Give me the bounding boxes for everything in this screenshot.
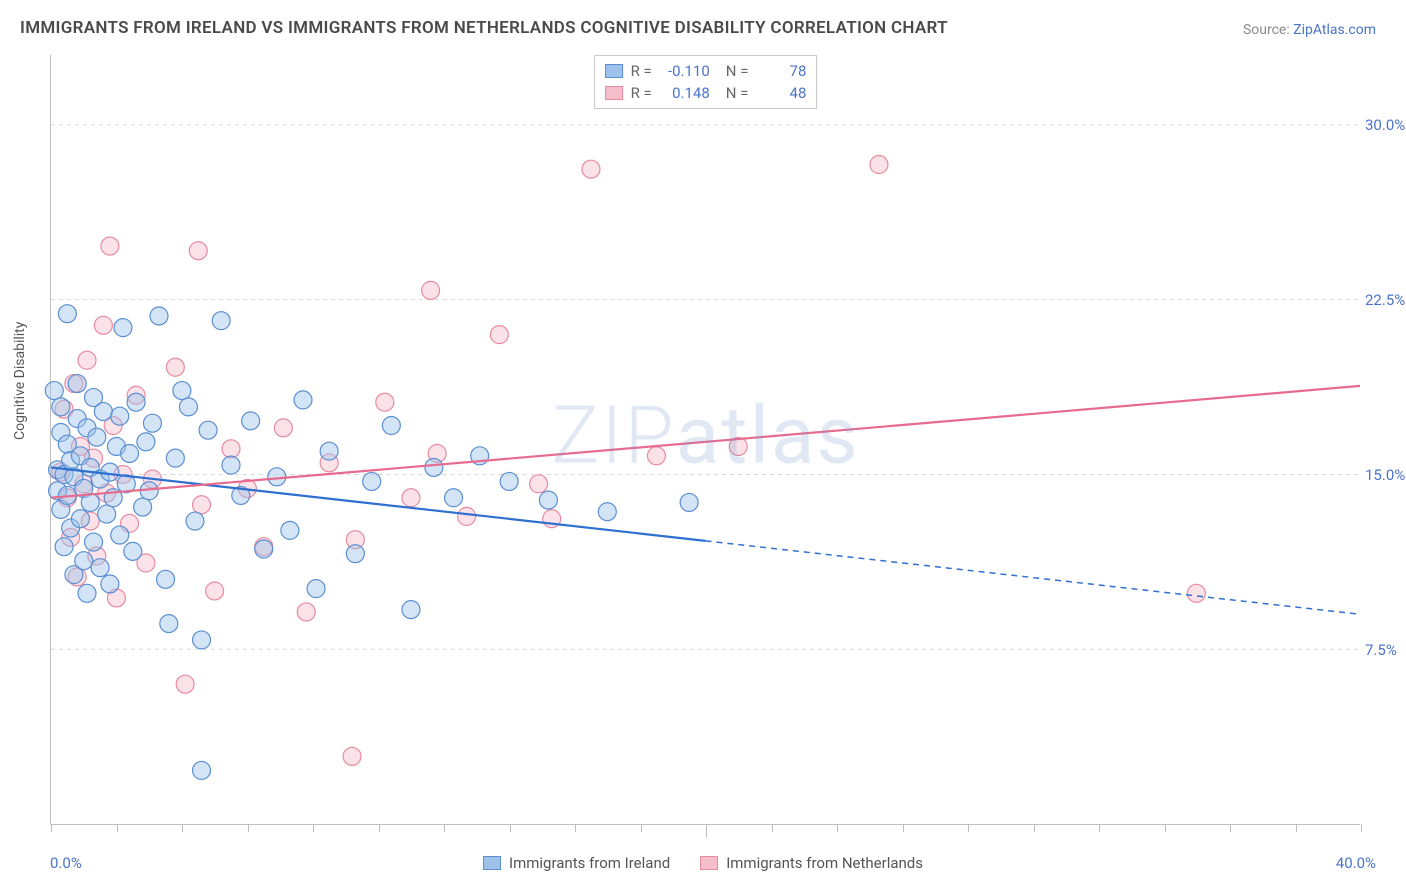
x-tick bbox=[903, 824, 904, 832]
y-tick-label: 15.0% bbox=[1365, 466, 1406, 484]
x-tick bbox=[772, 824, 773, 832]
x-tick bbox=[1034, 824, 1035, 832]
y-tick-label: 22.5% bbox=[1365, 291, 1406, 309]
x-tick bbox=[641, 824, 642, 832]
stat-N-ireland: 78 bbox=[756, 60, 806, 82]
series-legend: Immigrants from Ireland Immigrants from … bbox=[483, 854, 923, 872]
y-tick-label: 7.5% bbox=[1365, 641, 1406, 659]
x-tick bbox=[510, 824, 511, 832]
x-tick bbox=[1361, 824, 1362, 832]
x-tick bbox=[379, 824, 380, 832]
x-axis-max-label: 40.0% bbox=[1336, 854, 1376, 872]
x-tick bbox=[1296, 824, 1297, 832]
x-tick bbox=[313, 824, 314, 832]
x-tick bbox=[117, 824, 118, 832]
y-tick-label: 30.0% bbox=[1365, 116, 1406, 134]
stat-R-label: R = bbox=[631, 82, 652, 104]
x-tick bbox=[182, 824, 183, 832]
x-tick bbox=[1099, 824, 1100, 832]
swatch-ireland bbox=[605, 64, 623, 78]
x-tick bbox=[1165, 824, 1166, 832]
swatch-netherlands bbox=[605, 86, 623, 100]
source-link[interactable]: ZipAtlas.com bbox=[1293, 22, 1376, 38]
x-tick bbox=[706, 824, 707, 838]
x-tick bbox=[575, 824, 576, 832]
swatch-netherlands-bottom bbox=[700, 856, 718, 870]
x-tick bbox=[248, 824, 249, 832]
plot-area: ZIPatlas R = -0.110 N = 78 R = 0.148 N =… bbox=[50, 55, 1360, 825]
swatch-ireland-bottom bbox=[483, 856, 501, 870]
stat-R-netherlands: 0.148 bbox=[660, 82, 710, 104]
correlation-legend: R = -0.110 N = 78 R = 0.148 N = 48 bbox=[594, 55, 818, 109]
legend-item-netherlands: Immigrants from Netherlands bbox=[700, 854, 923, 872]
legend-label-ireland: Immigrants from Ireland bbox=[509, 854, 670, 872]
chart-svg bbox=[51, 55, 1360, 824]
stat-N-label: N = bbox=[726, 60, 749, 82]
legend-label-netherlands: Immigrants from Netherlands bbox=[726, 854, 923, 872]
y-axis-label: Cognitive Disability bbox=[12, 322, 28, 440]
stat-N-label: N = bbox=[726, 82, 749, 104]
x-axis-min-label: 0.0% bbox=[50, 854, 82, 872]
legend-row-netherlands: R = 0.148 N = 48 bbox=[605, 82, 807, 104]
legend-row-ireland: R = -0.110 N = 78 bbox=[605, 60, 807, 82]
x-tick bbox=[444, 824, 445, 832]
stat-R-label: R = bbox=[631, 60, 652, 82]
x-tick bbox=[837, 824, 838, 832]
source-label: Source: bbox=[1243, 22, 1293, 38]
x-tick bbox=[51, 824, 52, 832]
legend-item-ireland: Immigrants from Ireland bbox=[483, 854, 670, 872]
chart-title: IMMIGRANTS FROM IRELAND VS IMMIGRANTS FR… bbox=[20, 18, 948, 38]
source-attribution: Source: ZipAtlas.com bbox=[1243, 22, 1376, 38]
stat-N-netherlands: 48 bbox=[756, 82, 806, 104]
stat-R-ireland: -0.110 bbox=[660, 60, 710, 82]
x-tick bbox=[968, 824, 969, 832]
x-tick bbox=[1230, 824, 1231, 832]
